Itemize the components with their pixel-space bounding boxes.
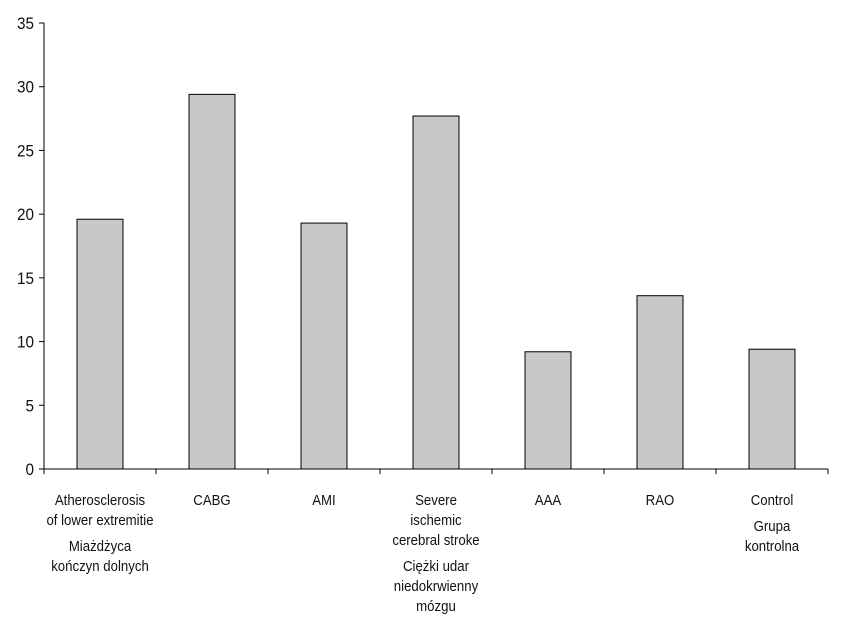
category-label-en: Severe ischemic cerebral stroke [392, 492, 480, 549]
x-tick-label: Control Grupa kontrolna [706, 491, 838, 557]
y-tick-label: 35 [17, 14, 34, 33]
category-label-pl: Miażdżyca kończyn dolnych [51, 538, 149, 575]
category-label-pl: Grupa kontrolna [744, 518, 800, 555]
category-label-pl: Ciężki udar niedokrwienny mózgu [393, 558, 479, 615]
category-label-en: AMI [312, 492, 336, 509]
bar [188, 93, 236, 470]
category-label-en: CABG [193, 492, 231, 509]
y-tick-label: 10 [17, 333, 34, 352]
x-tick-label: CABG [146, 491, 278, 511]
x-tick-label: Severe ischemic cerebral stroke Ciężki ud… [370, 491, 502, 617]
category-label-en: Control [750, 492, 794, 509]
category-label-en: AAA [534, 492, 562, 509]
y-axis: 0 5 10 15 20 25 30 35 [17, 14, 45, 479]
y-tick-label: 25 [17, 142, 34, 161]
x-tick-label: AAA [482, 491, 614, 511]
y-tick-label: 15 [17, 269, 34, 288]
bar [748, 348, 796, 470]
x-axis [43, 468, 829, 474]
bar [76, 218, 124, 470]
bar [300, 222, 348, 470]
x-tick-label: AMI [258, 491, 390, 511]
y-tick-label: 20 [17, 205, 34, 224]
y-tick-label: 5 [25, 397, 34, 416]
x-tick-label: RAO [594, 491, 726, 511]
bar [412, 115, 460, 470]
y-tick-label: 0 [25, 460, 34, 479]
bar [524, 351, 572, 470]
bars [76, 93, 796, 470]
bar [636, 295, 684, 470]
category-label-en: RAO [645, 492, 675, 509]
y-tick-label: 30 [17, 78, 34, 97]
category-label-en: Atherosclerosis of lower extremitie [46, 492, 154, 529]
x-tick-label: Atherosclerosis of lower extremitie Miażd… [34, 491, 166, 577]
